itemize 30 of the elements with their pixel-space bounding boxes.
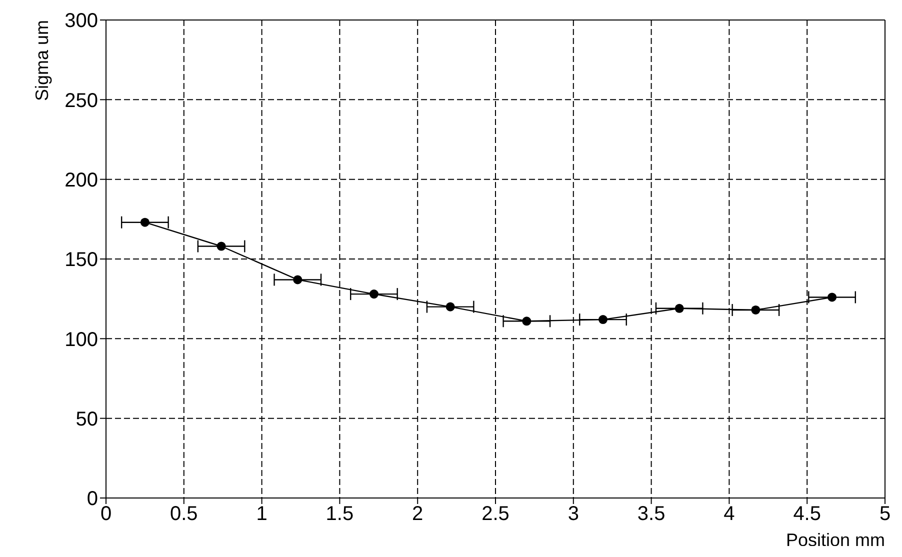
y-tick-label: 100	[64, 328, 98, 351]
y-tick-label: 150	[64, 249, 98, 272]
point	[293, 275, 302, 284]
point	[446, 302, 455, 312]
point	[598, 315, 608, 324]
y-tick-label: 300	[64, 10, 98, 32]
point	[522, 316, 532, 326]
point	[140, 218, 150, 227]
x-axis-title: Position mm	[786, 530, 885, 550]
y-tick-label: 50	[76, 408, 98, 430]
point	[828, 292, 837, 302]
x-tick-label: 2.5	[482, 503, 510, 526]
x-tick-label: 3.5	[637, 503, 666, 526]
x-tick-label: 5	[879, 503, 891, 526]
y-axis-title: Sigma um	[32, 20, 52, 102]
x-tick-label: 0.5	[170, 503, 198, 526]
y-tick-label: 200	[64, 169, 98, 192]
x-tick-label: 1.5	[326, 503, 354, 526]
x-tick-label: 4	[724, 503, 735, 526]
point	[369, 290, 378, 299]
x-tick-label: 0	[100, 503, 112, 526]
point	[674, 304, 684, 313]
x-tick-label: 1	[256, 503, 268, 526]
x-tick-label: 3	[568, 503, 579, 526]
x-tick-label: 4.5	[793, 503, 822, 526]
y-tick-label: 0	[86, 488, 98, 510]
x-tick-label: 2	[412, 503, 424, 526]
point	[216, 242, 226, 251]
y-tick-label: 250	[64, 90, 98, 112]
point	[751, 305, 760, 314]
